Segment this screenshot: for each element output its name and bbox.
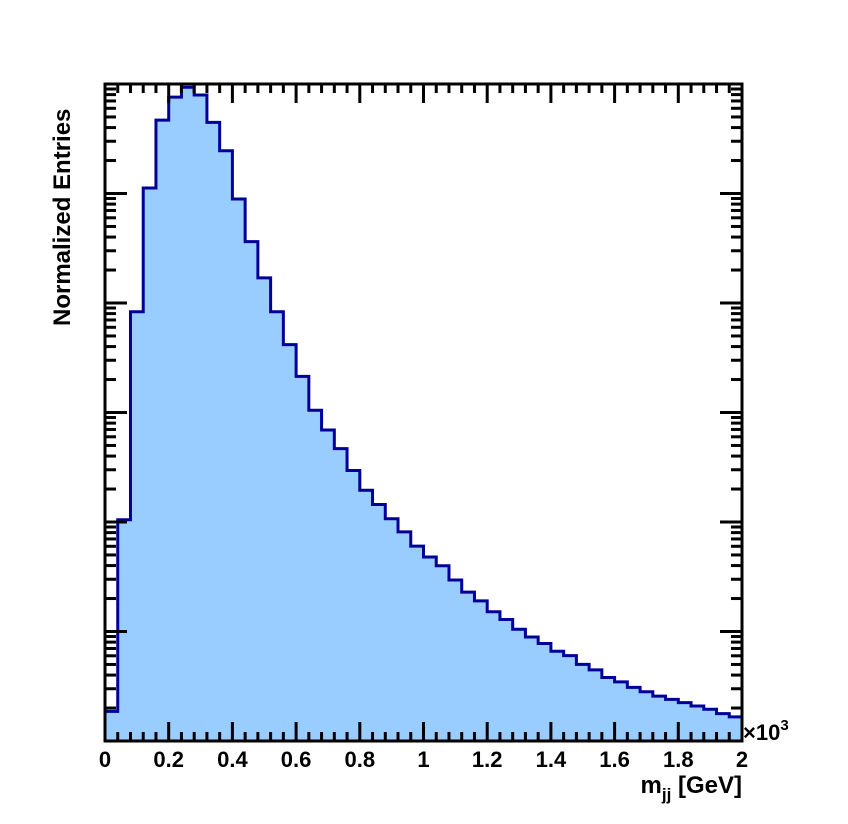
x-tick-label: 0 xyxy=(99,747,111,772)
histogram-bin xyxy=(678,702,692,741)
histogram-bin xyxy=(499,619,514,741)
histogram-bin xyxy=(372,504,386,741)
histogram-bin xyxy=(359,490,374,741)
histogram-bin xyxy=(194,94,208,741)
histogram-bin xyxy=(423,557,437,741)
histogram-bin xyxy=(308,410,323,741)
histogram-bin xyxy=(398,531,412,741)
x-tick-label: 2 xyxy=(736,747,748,772)
x-tick-label: 0.2 xyxy=(153,747,184,772)
histogram-bin xyxy=(232,198,246,742)
histogram-bin xyxy=(347,470,361,741)
histogram-bin xyxy=(448,580,463,741)
histogram-bin xyxy=(130,311,144,741)
histogram-bin xyxy=(461,592,475,741)
histogram-bin xyxy=(703,709,718,741)
x-tick-label: 1 xyxy=(417,747,429,772)
x-tick-labels: 0 0.2 0.4 0.6 0.8 1 1.2 1.4 1.6 1.8 2 xyxy=(99,747,748,772)
histogram-bin xyxy=(512,629,526,741)
histogram-bin xyxy=(168,97,182,741)
histogram-bin xyxy=(143,188,157,741)
y-axis-title: Normalized Entries xyxy=(49,109,76,326)
x-tick-label: 1.4 xyxy=(536,747,567,772)
histogram-bin xyxy=(219,150,233,742)
histogram-bin xyxy=(410,546,424,741)
histogram-bin xyxy=(729,716,743,741)
histogram-bin xyxy=(155,120,170,741)
histogram-bin xyxy=(283,344,297,741)
x-axis-title: mjj [GeV] xyxy=(641,772,742,804)
x-axis-title-main: m xyxy=(641,772,662,799)
histogram-bin xyxy=(296,376,310,741)
histogram-bin xyxy=(206,122,221,741)
histogram-bin xyxy=(716,713,730,741)
x-exponent-base: ×10 xyxy=(743,720,780,745)
histogram-bin xyxy=(525,636,539,741)
x-axis-title-sub: jj xyxy=(661,785,671,804)
histogram-bin xyxy=(385,518,399,741)
histogram-bin xyxy=(576,664,590,741)
histogram-bin xyxy=(257,277,272,741)
x-exponent-power: 3 xyxy=(780,717,788,734)
histogram-bin xyxy=(474,600,488,741)
histogram-bin xyxy=(487,611,501,741)
x-tick-label: 1.2 xyxy=(472,747,503,772)
x-tick-label: 0.4 xyxy=(217,747,248,772)
histogram-bin xyxy=(436,565,450,741)
histogram-bin xyxy=(245,241,259,741)
histogram-bin xyxy=(652,696,667,741)
histogram-bin xyxy=(640,691,654,741)
histogram-outline xyxy=(103,85,742,741)
histogram-bin xyxy=(601,677,616,741)
histogram-bin xyxy=(550,651,565,741)
histogram-bars xyxy=(105,87,743,742)
x-exponent-label: ×103 xyxy=(743,717,789,745)
x-tick-label: 1.6 xyxy=(599,747,630,772)
histogram-bin xyxy=(563,655,577,741)
histogram-bin xyxy=(181,87,195,741)
histogram-bin xyxy=(589,669,603,741)
x-tick-label: 0.6 xyxy=(281,747,312,772)
histogram-bin xyxy=(321,430,335,741)
histogram-bin xyxy=(665,699,679,741)
histogram-bin xyxy=(691,705,705,741)
histogram-bin xyxy=(270,311,284,741)
x-tick-label: 1.8 xyxy=(663,747,694,772)
histogram-bin xyxy=(105,711,119,741)
histogram-bin xyxy=(614,681,628,741)
x-axis-ticks xyxy=(103,84,744,741)
y-axis-ticks xyxy=(105,87,742,743)
x-tick-label: 0.8 xyxy=(345,747,376,772)
histogram-bin xyxy=(334,448,348,741)
x-axis-title-unit: [GeV] xyxy=(671,772,742,799)
histogram-bin xyxy=(538,643,552,741)
histogram-bin xyxy=(627,687,641,741)
